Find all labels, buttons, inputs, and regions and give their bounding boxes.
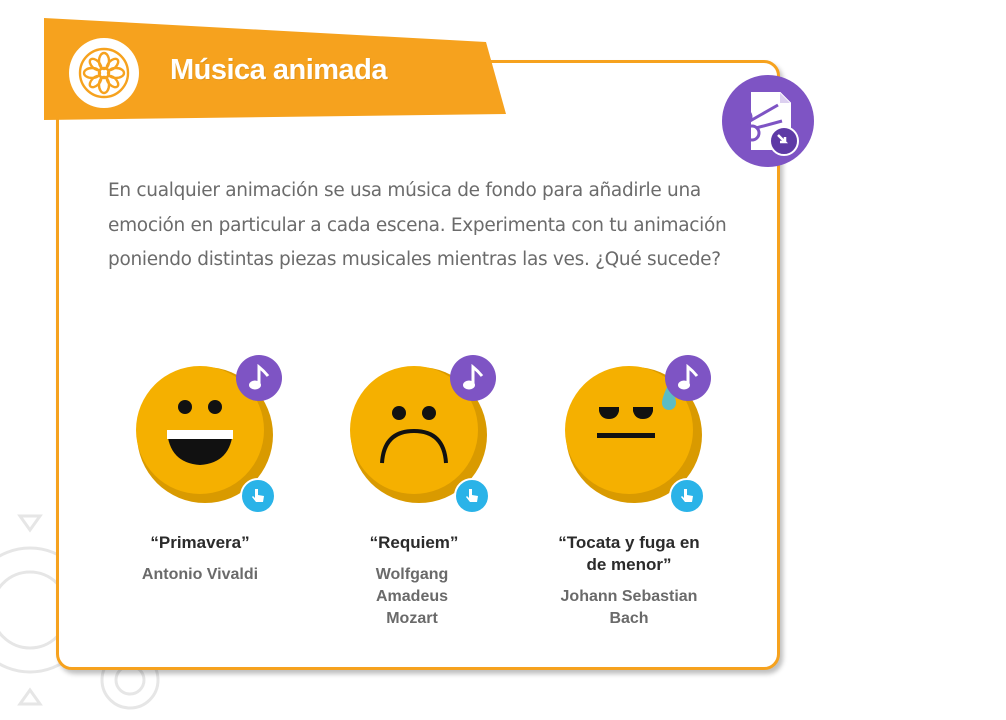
play-music-button[interactable] xyxy=(450,355,496,401)
music-note-icon xyxy=(678,364,699,390)
happy-face-icon xyxy=(136,366,273,503)
sweat-face-icon xyxy=(565,366,702,503)
piece-title: “Tocata y fuga en de menor” xyxy=(558,533,700,574)
scissors-document-icon[interactable] xyxy=(722,75,814,167)
tap-hand-icon xyxy=(252,489,264,502)
sad-face-icon xyxy=(350,366,487,503)
music-note-icon xyxy=(249,364,270,390)
piece-composer: Wolfgang Amadeus Mozart xyxy=(375,566,449,627)
tap-hand-icon xyxy=(466,489,478,502)
intro-text: En cualquier animación se usa música de … xyxy=(108,180,727,270)
scissors-document-graphic xyxy=(735,92,799,156)
piece-composer: Johann Sebastian Bach xyxy=(560,588,698,627)
face-area xyxy=(559,355,719,515)
title-banner xyxy=(44,18,506,120)
tap-hand-button[interactable] xyxy=(454,478,490,514)
activity-title: Música animada xyxy=(170,54,388,86)
face-area xyxy=(130,355,290,515)
music-note-icon xyxy=(463,364,484,390)
piece-card-tocata: “Tocata y fuga en de menor” Johann Sebas… xyxy=(529,355,729,635)
piece-card-primavera: “Primavera” Antonio Vivaldi xyxy=(100,355,300,635)
tap-hand-button[interactable] xyxy=(669,478,705,514)
face-area xyxy=(344,355,504,515)
activity-logo xyxy=(69,38,139,108)
piece-composer: Antonio Vivaldi xyxy=(141,566,259,583)
piece-card-requiem: “Requiem” Wolfgang Amadeus Mozart xyxy=(314,355,514,635)
flower-mandala-icon xyxy=(78,47,130,99)
play-music-button[interactable] xyxy=(236,355,282,401)
tap-hand-icon xyxy=(681,489,693,502)
play-music-button[interactable] xyxy=(665,355,711,401)
piece-title: “Requiem” xyxy=(369,533,459,552)
tap-hand-button[interactable] xyxy=(240,478,276,514)
piece-title: “Primavera” xyxy=(150,533,250,552)
activity-card xyxy=(56,60,780,670)
